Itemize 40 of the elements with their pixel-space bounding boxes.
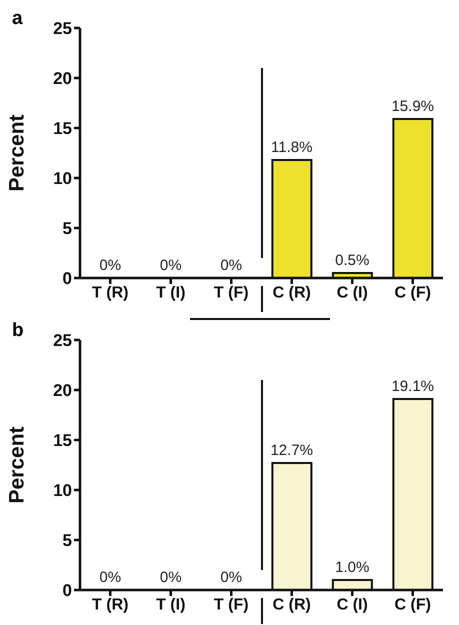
data-label: 0%: [99, 257, 122, 274]
y-tick-label: 5: [62, 531, 72, 550]
x-tick-label: C (I): [336, 596, 368, 614]
y-tick-label: 20: [53, 69, 72, 88]
data-label: 0%: [220, 569, 242, 586]
y-tick-label: 10: [53, 481, 72, 500]
chart-title: b: [12, 320, 24, 342]
x-tick-label: T (F): [214, 596, 249, 614]
y-axis-title: Percent: [5, 426, 28, 504]
data-label: 19.1%: [391, 378, 434, 395]
x-tick-label: T (I): [156, 284, 186, 302]
data-label: 0%: [160, 569, 182, 586]
chart-title: a: [12, 8, 23, 30]
y-tick-label: 15: [53, 431, 72, 450]
y-tick-label: 25: [53, 19, 72, 38]
data-label: 0.5%: [335, 252, 370, 269]
data-label: 0%: [220, 257, 242, 274]
x-tick-label: C (F): [394, 596, 431, 614]
y-tick-label: 5: [62, 219, 72, 238]
y-tick-label: 25: [53, 331, 72, 350]
y-tick-label: 0: [62, 581, 72, 600]
x-tick-label: T (R): [92, 596, 128, 614]
data-label: 15.9%: [391, 98, 434, 115]
data-label: 1.0%: [335, 559, 370, 576]
x-tick-label: C (F): [394, 284, 431, 302]
x-tick-label: T (F): [214, 284, 249, 302]
y-axis-title: Percent: [5, 114, 28, 192]
x-tick-label: C (I): [336, 284, 368, 302]
data-label: 11.8%: [271, 139, 312, 156]
x-tick-label: T (R): [92, 284, 128, 302]
data-label: 0%: [99, 569, 122, 586]
data-label: 12.7%: [270, 442, 314, 459]
y-tick-label: 10: [53, 169, 72, 188]
data-label: 0%: [160, 257, 182, 274]
y-tick-label: 20: [53, 381, 72, 400]
x-tick-label: T (I): [156, 596, 186, 614]
x-tick-label: C (R): [272, 284, 311, 302]
y-tick-label: 15: [53, 119, 72, 138]
y-tick-label: 0: [62, 269, 72, 288]
x-tick-label: C (R): [272, 596, 311, 614]
